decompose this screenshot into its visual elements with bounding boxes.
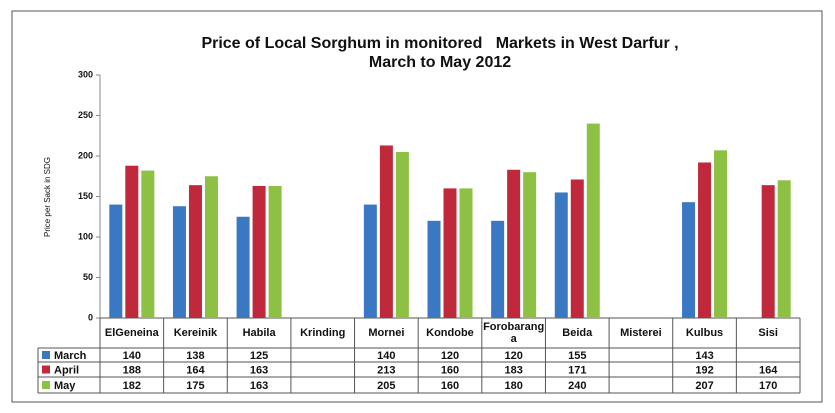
bar <box>777 180 791 318</box>
bar <box>586 123 600 318</box>
bar <box>252 185 266 318</box>
bar <box>761 185 775 318</box>
x-tick-label: ElGeneina <box>104 327 159 339</box>
bar <box>714 150 728 318</box>
bar <box>379 145 393 318</box>
legend-swatch <box>42 365 50 374</box>
table-value: 120 <box>504 350 522 362</box>
y-tick-label: 50 <box>83 272 93 282</box>
category-cell: Habila <box>242 327 276 339</box>
category-cell: Mornei <box>368 327 405 339</box>
table-value: 182 <box>123 380 141 392</box>
x-tick-label: Sisi <box>758 327 778 339</box>
category-cell: Kondobe <box>426 327 474 339</box>
legend-label: March <box>54 350 87 362</box>
x-tick-label: Beida <box>562 327 593 339</box>
bar <box>698 162 712 318</box>
bar <box>443 188 457 318</box>
category-cell: Sisi <box>758 327 778 339</box>
table-value: 207 <box>695 380 713 392</box>
table-value: 171 <box>568 364 586 376</box>
category-cell: Krinding <box>300 327 346 339</box>
bar <box>491 220 505 318</box>
table-value: 175 <box>186 380 204 392</box>
y-tick-label: 300 <box>78 69 93 79</box>
bar <box>523 172 537 318</box>
x-tick-label: Misterei <box>620 327 662 339</box>
table-value: 188 <box>123 364 141 376</box>
table-value: 138 <box>186 350 204 362</box>
bar <box>459 188 473 318</box>
category-cell: Forobaranga <box>483 321 545 345</box>
table-value: 183 <box>504 364 522 376</box>
bar <box>554 192 568 318</box>
table-value: 160 <box>441 380 459 392</box>
legend-swatch <box>42 351 50 359</box>
x-tick-label: Mornei <box>368 327 405 339</box>
chart-title: Price of Local Sorghum in monitored Mark… <box>201 35 678 52</box>
category-cell: Misterei <box>620 327 662 339</box>
bar <box>172 206 186 318</box>
category-cell: Kereinik <box>173 327 218 339</box>
bar <box>188 185 202 318</box>
bar <box>427 220 441 318</box>
category-cell: Beida <box>562 327 593 339</box>
table-value: 160 <box>441 364 459 376</box>
bar <box>125 165 139 318</box>
category-cell: ElGeneina <box>104 327 159 339</box>
bar <box>109 204 123 318</box>
table-value: 163 <box>250 380 268 392</box>
bar <box>570 179 584 318</box>
bar <box>236 216 250 318</box>
legend-swatch <box>42 381 50 389</box>
table-value: 140 <box>123 350 141 362</box>
bar <box>682 202 696 318</box>
table-value: 143 <box>695 350 713 362</box>
table-value: 163 <box>250 364 268 376</box>
table-value: 240 <box>568 380 586 392</box>
y-tick-label: 200 <box>78 150 93 160</box>
bar <box>507 169 521 318</box>
chart-subtitle: March to May 2012 <box>369 54 511 71</box>
y-tick-label: 0 <box>88 312 93 322</box>
table-value: 164 <box>186 364 205 376</box>
table-value: 164 <box>759 364 778 376</box>
x-tick-label: Kondobe <box>426 327 474 339</box>
y-tick-label: 150 <box>78 191 93 201</box>
x-tick-label: Kulbus <box>685 327 724 339</box>
y-tick-label: 250 <box>78 110 93 120</box>
x-tick-label: Kereinik <box>173 327 218 339</box>
y-axis-label: Price per Sack in SDG <box>43 157 52 237</box>
bar <box>268 185 282 318</box>
table-value: 192 <box>695 364 713 376</box>
table-value: 155 <box>568 350 586 362</box>
bar <box>204 176 218 318</box>
y-tick-label: 100 <box>78 231 93 241</box>
x-tick-label: Forobaranga <box>483 321 545 345</box>
bar <box>395 151 409 318</box>
table-value: 125 <box>250 350 268 362</box>
table-value: 170 <box>759 380 777 392</box>
table-value: 213 <box>377 364 395 376</box>
category-cell: Kulbus <box>685 327 724 339</box>
table-value: 180 <box>504 380 522 392</box>
table-value: 205 <box>377 380 395 392</box>
x-tick-label: Habila <box>242 327 276 339</box>
x-tick-label: Krinding <box>300 327 346 339</box>
table-value: 140 <box>377 350 395 362</box>
legend-label: April <box>54 364 79 376</box>
bar <box>363 204 377 318</box>
table-value: 120 <box>441 350 459 362</box>
bar <box>141 170 155 318</box>
legend-label: May <box>54 380 76 392</box>
